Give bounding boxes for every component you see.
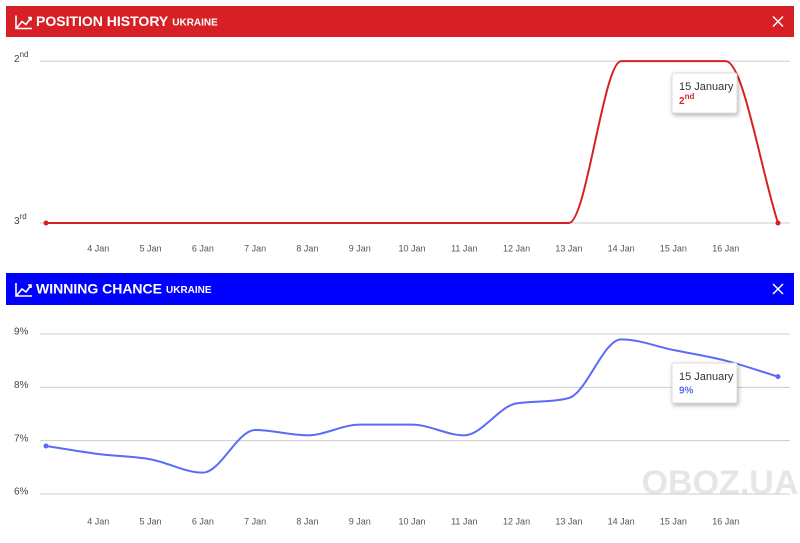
- end-point: [43, 443, 49, 449]
- x-tick-label: 14 Jan: [608, 243, 635, 253]
- x-tick-label: 4 Jan: [87, 243, 109, 253]
- data-line: [45, 338, 779, 474]
- x-tick-label: 16 Jan: [712, 516, 739, 526]
- x-tick-label: 8 Jan: [296, 516, 318, 526]
- x-tick-label: 6 Jan: [192, 243, 214, 253]
- tooltip-title: 15 January: [679, 371, 734, 383]
- y-tick-label: 7%: [14, 433, 29, 444]
- header-title: POSITION HISTORY UKRAINE: [36, 13, 218, 29]
- x-tick-label: 14 Jan: [608, 516, 635, 526]
- x-tick-label: 9 Jan: [349, 516, 371, 526]
- x-tick-label: 10 Jan: [398, 243, 425, 253]
- header-subtitle: UKRAINE: [172, 17, 218, 28]
- x-tick-label: 7 Jan: [244, 243, 266, 253]
- y-tick-label: 9%: [14, 327, 29, 338]
- x-tick-label: 13 Jan: [555, 516, 582, 526]
- y-tick-label: 3rd: [14, 212, 27, 227]
- tooltip-box: [671, 72, 738, 114]
- header-title: WINNING CHANCE UKRAINE: [36, 281, 212, 297]
- header-bar: [6, 6, 794, 37]
- header-bar: [6, 273, 794, 305]
- x-tick-label: 5 Jan: [140, 516, 162, 526]
- chart-panel: WINNING CHANCE UKRAINE 6% 7% 8% 9% 4 Jan 5 Jan 6…: [6, 273, 794, 526]
- x-tick-label: 10 Jan: [398, 516, 425, 526]
- x-tick-label: 12 Jan: [503, 516, 530, 526]
- header-subtitle: UKRAINE: [166, 285, 212, 296]
- header-icon: [15, 283, 32, 297]
- end-point: [775, 374, 781, 380]
- x-tick-label: 6 Jan: [192, 516, 214, 526]
- x-tick-label: 8 Jan: [296, 243, 318, 253]
- x-tick-label: 15 Jan: [660, 243, 687, 253]
- y-tick-label: 2nd: [14, 50, 28, 65]
- x-tick-label: 13 Jan: [555, 243, 582, 253]
- tooltip-title: 15 January: [679, 81, 734, 93]
- watermark: OBOZ.UA: [642, 464, 799, 502]
- end-point: [775, 220, 781, 226]
- x-tick-label: 11 Jan: [451, 516, 477, 526]
- x-tick-label: 4 Jan: [87, 516, 109, 526]
- x-tick-label: 16 Jan: [712, 243, 739, 253]
- x-tick-label: 7 Jan: [244, 516, 266, 526]
- data-line: [45, 60, 779, 225]
- x-tick-label: 15 Jan: [660, 516, 687, 526]
- x-tick-label: 11 Jan: [451, 243, 477, 253]
- header-icon: [15, 15, 32, 30]
- chart-panel: POSITION HISTORY UKRAINE 2nd 3rd 4 Jan 5 Jan 6…: [6, 6, 794, 253]
- tooltip-value: 2nd: [679, 92, 694, 107]
- close-button[interactable]: [772, 283, 784, 295]
- close-button[interactable]: [772, 15, 784, 28]
- x-tick-label: 9 Jan: [349, 243, 371, 253]
- y-tick-label: 8%: [14, 380, 29, 391]
- y-tick-label: 6%: [14, 487, 29, 498]
- tooltip-value: 9%: [679, 386, 694, 397]
- tooltip-box: [671, 362, 738, 404]
- end-point: [43, 220, 49, 226]
- x-tick-label: 5 Jan: [140, 243, 162, 253]
- x-tick-label: 12 Jan: [503, 243, 530, 253]
